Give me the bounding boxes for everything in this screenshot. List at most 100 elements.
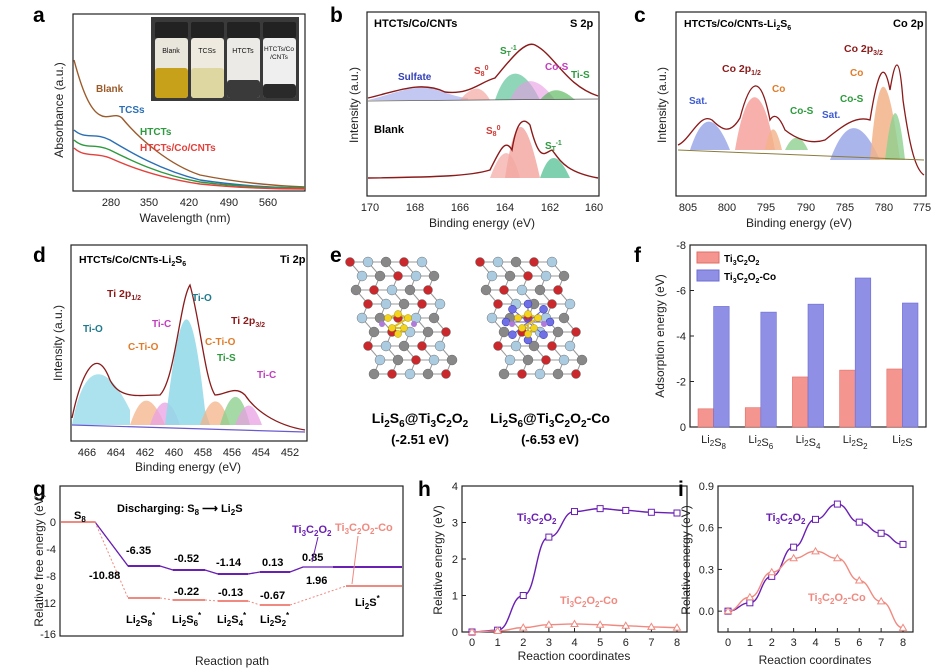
- data-point: [519, 592, 527, 599]
- legend-label: HTCTs/Co/CNTs: [140, 143, 216, 154]
- lithium-atom: [379, 321, 385, 327]
- chart-title: Discharging: S8 ⟶ Li2S: [117, 503, 243, 517]
- data-point: [571, 508, 578, 516]
- data-point: [746, 599, 754, 607]
- baseline: [677, 149, 925, 161]
- titanium-atom: [434, 340, 446, 352]
- legend-swatch: [696, 269, 720, 282]
- carbon-atom: [374, 270, 386, 282]
- bar: [807, 303, 824, 428]
- carbon-atom: [558, 270, 570, 282]
- carbon-atom: [428, 270, 440, 282]
- peak-label: Co-S: [545, 62, 569, 73]
- plot-frame: [675, 11, 927, 197]
- x-tick: 3: [791, 637, 797, 649]
- carbon-atom: [552, 368, 564, 380]
- titanium-atom: [486, 312, 498, 324]
- peak-sat-2: [830, 128, 880, 160]
- x-tick: 800: [718, 202, 736, 214]
- peak-label: C-Ti-O: [205, 337, 236, 348]
- levels-ti3c2o2: [128, 565, 402, 575]
- panel-tag: Ti 2p: [280, 254, 306, 266]
- energy-label: 1.96: [306, 575, 327, 587]
- lithium-atom: [411, 321, 417, 327]
- titanium-atom: [374, 354, 386, 366]
- carbon-atom: [528, 340, 540, 352]
- carbon-atom: [368, 368, 380, 380]
- peak-label: Ti-S: [571, 70, 590, 81]
- vial-blank: Blank: [155, 22, 188, 98]
- titanium-atom: [362, 256, 374, 268]
- oxygen-atom: [517, 369, 527, 379]
- x-ticks: Li2S8 Li2S6 Li2S4 Li2S2 Li2S: [701, 434, 912, 451]
- cobalt-atom: [508, 305, 517, 314]
- levels-ti3c2o2-co: [128, 585, 402, 606]
- vial-label: TCSs: [198, 48, 216, 55]
- x-tick: 0: [469, 637, 475, 649]
- titanium-atom: [416, 256, 428, 268]
- panel-f: f Adsorption energy (eV) 0 -2 -4 -6 -8 Li2S8…: [634, 240, 927, 451]
- titanium-atom: [534, 368, 546, 380]
- spectrum-line-htcts: [73, 139, 306, 189]
- energy-label: -6.35: [126, 545, 151, 557]
- x-tick: 490: [220, 197, 238, 209]
- energy-label: -0.67: [260, 590, 285, 602]
- carbon-atom: [480, 284, 492, 296]
- sulfur-atom: [400, 324, 408, 332]
- legend-label: Ti3C2O2: [724, 254, 760, 267]
- panel-c: c Intensity (a.u.) Binding energy (eV) 8…: [634, 4, 931, 230]
- titanium-atom: [516, 284, 528, 296]
- peak-label: Ti-C: [152, 319, 171, 330]
- bar: [760, 311, 777, 428]
- x-axis-label: Binding energy (eV): [135, 460, 241, 474]
- spectrum-line-blank: [73, 59, 306, 188]
- data-point: [789, 553, 798, 562]
- panel-g: g Relative free energy (eV) Reaction pat…: [32, 478, 404, 668]
- x-tick: 4: [812, 637, 818, 649]
- x-tick: 5: [834, 637, 840, 649]
- x-tick: 168: [406, 202, 424, 214]
- data-point: [647, 508, 655, 516]
- carbon-atom: [446, 354, 458, 366]
- titanium-atom: [428, 354, 440, 366]
- panel-letter: f: [634, 244, 642, 267]
- x-tick: 458: [194, 447, 212, 459]
- y-axis-label: Relative energy (eV): [431, 505, 445, 614]
- plot-frame: [59, 485, 404, 637]
- series-line: [471, 507, 678, 633]
- x-tick: 280: [102, 197, 120, 209]
- x-tick: 5: [597, 637, 603, 649]
- peak-label: Ti-O: [192, 293, 212, 304]
- spectrum-label: Blank: [374, 124, 405, 136]
- spectrum-fit-line: [677, 64, 925, 176]
- carbon-atom: [404, 284, 416, 296]
- bar: [839, 369, 856, 428]
- spectrum-line-htcts-co-cnts: [73, 147, 306, 190]
- structure-ti3c2o2: [345, 256, 458, 380]
- sulfur-atom: [514, 314, 522, 322]
- x-tick: 454: [252, 447, 270, 459]
- y-tick: -4: [676, 331, 686, 343]
- x-tick: 7: [648, 637, 654, 649]
- species-label: Li2S*: [355, 594, 381, 611]
- titanium-atom: [380, 340, 392, 352]
- x-tick: 452: [281, 447, 299, 459]
- panel-d: d Intensity (a.u.) Binding energy (eV) 4…: [33, 244, 308, 474]
- y-tick: 4: [452, 481, 458, 493]
- peak-label: Ti 2p1/2: [107, 288, 141, 302]
- panel-title: HTCTs/Co/CNTs: [374, 18, 457, 30]
- x-tick: 4: [571, 637, 577, 649]
- titanium-atom: [434, 298, 446, 310]
- oxygen-atom: [499, 285, 509, 295]
- sulfur-atom: [388, 324, 396, 332]
- peak-co-s: [510, 81, 555, 100]
- carbon-atom: [504, 270, 516, 282]
- sulfur-atom: [384, 314, 392, 322]
- y-tick: 0: [680, 422, 686, 434]
- y-tick: -8: [676, 240, 686, 252]
- x-axis-label: Binding energy (eV): [429, 216, 535, 230]
- peak-label: Co 2p1/2: [722, 63, 761, 77]
- data-point: [854, 576, 864, 584]
- panel-a: a Absorbance (a.u.) Wavelength (nm) 280 …: [33, 4, 306, 225]
- oxygen-atom: [441, 327, 451, 337]
